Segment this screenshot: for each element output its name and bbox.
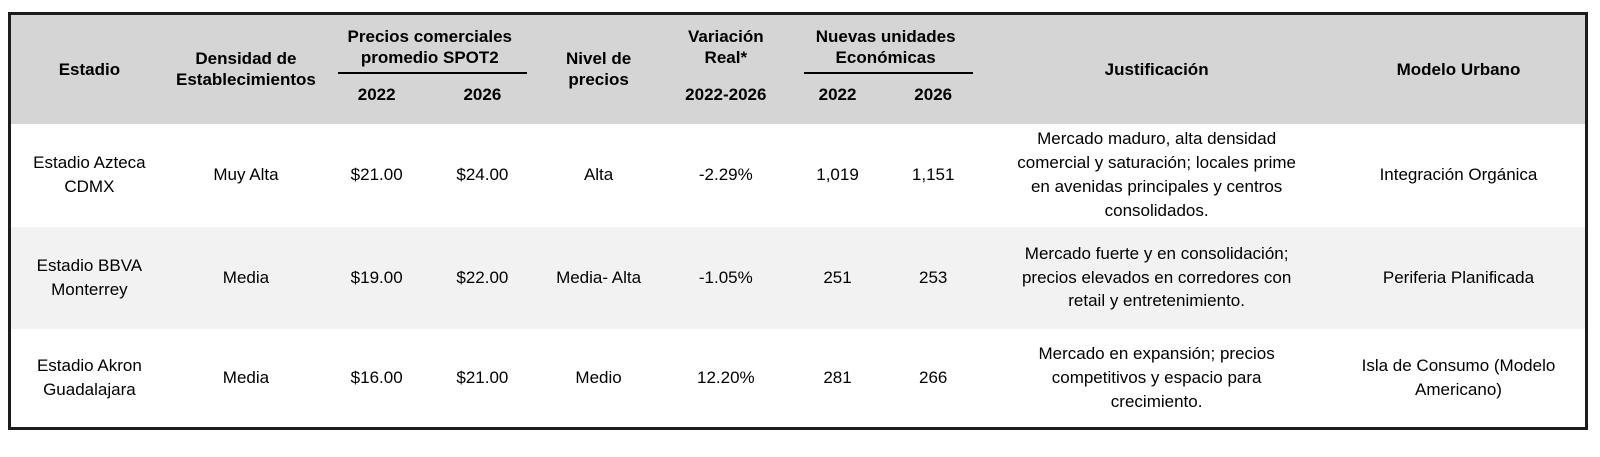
subheader-unidades-2022: 2022 <box>789 73 886 124</box>
cell-justificacion: Mercado maduro, alta densidad comercial … <box>981 123 1332 227</box>
subheader-precios-2026: 2026 <box>429 73 536 124</box>
cell-estadio: Estadio BBVA Monterrey <box>9 226 168 329</box>
cell-densidad: Media <box>167 226 325 329</box>
col-header-nivel: Nivel de precios <box>535 13 662 124</box>
cell-precio-2026: $22.00 <box>429 226 536 329</box>
col-header-variacion: Variación Real* <box>661 13 790 74</box>
header-row-sub: 2022 2026 2022-2026 2022 2026 <box>10 73 1587 124</box>
cell-precio-2022: $16.00 <box>324 328 430 429</box>
precios-group-label: Precios comerciales promedio SPOT2 <box>347 27 512 68</box>
precios-group-underline <box>338 71 528 74</box>
table-header: Estadio Densidad de Establecimientos Pre… <box>9 13 1587 124</box>
col-header-densidad: Densidad de Establecimientos <box>167 13 325 124</box>
subheader-variacion-range: 2022-2026 <box>661 73 790 124</box>
header-row-top: Estadio Densidad de Establecimientos Pre… <box>9 13 1587 124</box>
table-row-bbva: Estadio BBVA Monterrey Media $19.00 $22.… <box>9 226 1587 329</box>
col-header-estadio: Estadio <box>9 13 168 124</box>
col-header-justificacion: Justificación <box>981 13 1332 124</box>
cell-precio-2026: $21.00 <box>429 328 536 429</box>
cell-modelo: Integración Orgánica <box>1331 123 1587 227</box>
subheader-precios-2022: 2022 <box>324 73 430 124</box>
cell-variacion: -2.29% <box>661 123 790 227</box>
cell-nivel: Media- Alta <box>535 226 662 329</box>
cell-unidades-2026: 1,151 <box>885 123 982 227</box>
table-row-azteca: Estadio Azteca CDMX Muy Alta $21.00 $24.… <box>9 123 1587 227</box>
cell-modelo: Periferia Planificada <box>1331 226 1587 329</box>
cell-estadio: Estadio Azteca CDMX <box>9 123 168 227</box>
cell-variacion: 12.20% <box>661 328 790 429</box>
cell-modelo: Isla de Consumo (Modelo Americano) <box>1331 328 1587 429</box>
cell-nivel: Alta <box>535 123 662 227</box>
table-row-akron: Estadio Akron Guadalajara Media $16.00 $… <box>9 328 1587 429</box>
cell-variacion: -1.05% <box>661 226 790 329</box>
cell-unidades-2022: 1,019 <box>789 123 886 227</box>
cell-unidades-2022: 281 <box>789 328 886 429</box>
cell-justificacion: Mercado fuerte y en consolidación; preci… <box>981 226 1332 329</box>
cell-unidades-2026: 266 <box>885 328 982 429</box>
col-group-unidades: Nuevas unidades Económicas <box>789 13 982 74</box>
unidades-group-underline <box>803 71 974 74</box>
stadium-comparison-table: Estadio Densidad de Establecimientos Pre… <box>8 12 1588 430</box>
cell-precio-2022: $21.00 <box>324 123 430 227</box>
table-body: Estadio Azteca CDMX Muy Alta $21.00 $24.… <box>9 123 1587 429</box>
unidades-group-label: Nuevas unidades Económicas <box>815 27 956 68</box>
cell-justificacion: Mercado en expansión; precios competitiv… <box>981 328 1332 429</box>
col-group-precios: Precios comerciales promedio SPOT2 <box>324 13 536 74</box>
cell-precio-2026: $24.00 <box>429 123 536 227</box>
cell-densidad: Muy Alta <box>167 123 325 227</box>
cell-unidades-2026: 253 <box>885 226 982 329</box>
cell-estadio: Estadio Akron Guadalajara <box>9 328 168 429</box>
cell-precio-2022: $19.00 <box>324 226 430 329</box>
cell-unidades-2022: 251 <box>789 226 886 329</box>
cell-nivel: Medio <box>535 328 662 429</box>
cell-densidad: Media <box>167 328 325 429</box>
col-header-modelo: Modelo Urbano <box>1331 13 1587 124</box>
subheader-unidades-2026: 2026 <box>885 73 982 124</box>
